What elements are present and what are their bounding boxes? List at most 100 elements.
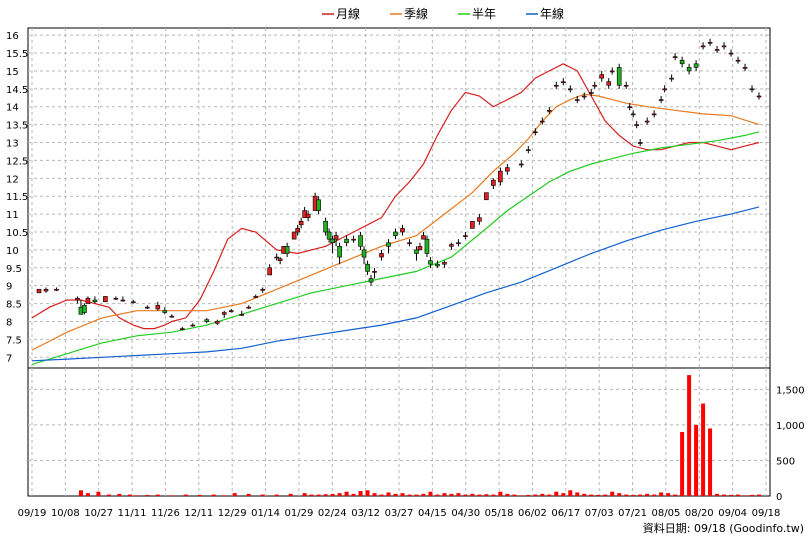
candle-body bbox=[449, 244, 454, 247]
price-y-tick: 13 bbox=[6, 139, 19, 150]
volume-bar bbox=[708, 428, 713, 496]
x-tick: 04/15 bbox=[418, 508, 447, 519]
candle-body bbox=[662, 88, 667, 91]
x-tick: 09/04 bbox=[718, 508, 747, 519]
x-tick: 12/29 bbox=[218, 508, 247, 519]
candle-body bbox=[714, 49, 720, 51]
price-y-tick: 7.5 bbox=[6, 335, 22, 346]
legend-label-0: 月線 bbox=[336, 6, 360, 21]
candle-body bbox=[477, 217, 482, 222]
candle-body bbox=[239, 314, 245, 316]
volume-bar bbox=[117, 493, 122, 496]
price-y-tick: 14.5 bbox=[6, 85, 28, 96]
x-tick: 10/27 bbox=[84, 508, 113, 519]
candle-body bbox=[574, 99, 580, 101]
candle-body bbox=[337, 246, 342, 258]
candle-body bbox=[179, 328, 185, 330]
candle-body bbox=[672, 56, 678, 58]
candle-body bbox=[291, 231, 297, 240]
candle-body bbox=[92, 299, 98, 303]
price-y-tick: 7 bbox=[6, 353, 12, 364]
candle-body bbox=[693, 63, 699, 68]
volume-y-tick: 1,000 bbox=[776, 421, 805, 432]
source-note: 資料日期: 09/18 (Goodinfo.tw) bbox=[643, 521, 804, 535]
volume-bar bbox=[743, 495, 748, 496]
candle-body bbox=[246, 306, 252, 309]
price-y-axis: 16 15.5 15 14.5 14 13.5 13 12.5 12 11.5 11 10.5 10 9.… bbox=[6, 31, 28, 364]
volume-bar bbox=[372, 493, 377, 496]
volume-bar bbox=[582, 493, 587, 496]
candle-body bbox=[365, 263, 370, 272]
volume-bar bbox=[386, 492, 391, 496]
candle-body bbox=[330, 238, 335, 244]
candle-body bbox=[606, 81, 612, 86]
candle-body bbox=[707, 42, 713, 44]
candle-body bbox=[316, 199, 321, 211]
candle-body bbox=[484, 192, 489, 201]
price-y-tick: 12 bbox=[6, 174, 19, 185]
volume-bar bbox=[414, 494, 419, 496]
price-y-tick: 12.5 bbox=[6, 156, 28, 167]
volume-bar bbox=[337, 493, 342, 496]
candle-body bbox=[284, 246, 290, 254]
x-tick: 11/11 bbox=[118, 508, 147, 519]
candle-body bbox=[540, 120, 545, 123]
candle-body bbox=[379, 253, 384, 258]
volume-bar bbox=[400, 493, 405, 496]
x-tick: 07/21 bbox=[618, 508, 647, 519]
volume-bar bbox=[477, 494, 482, 496]
candle-body bbox=[470, 220, 475, 229]
volume-bar bbox=[463, 494, 468, 496]
candle-body bbox=[82, 305, 87, 313]
ma-line-3 bbox=[31, 206, 760, 362]
price-y-tick: 10.5 bbox=[6, 228, 28, 239]
candle-body bbox=[442, 262, 447, 265]
candle-body bbox=[54, 288, 59, 291]
volume-bar bbox=[358, 491, 363, 496]
candle-body bbox=[361, 249, 367, 258]
candle-body bbox=[305, 213, 311, 218]
candle-body bbox=[519, 163, 524, 166]
candle-body bbox=[581, 95, 587, 98]
volume-bar bbox=[498, 491, 503, 496]
volume-bar bbox=[246, 493, 251, 496]
candlesticks bbox=[36, 38, 762, 331]
volume-bar bbox=[183, 494, 188, 496]
x-tick: 06/02 bbox=[518, 508, 547, 519]
ma-line-0 bbox=[31, 63, 760, 330]
volume-bar bbox=[652, 494, 657, 496]
volume-bar bbox=[750, 494, 755, 496]
volume-bar bbox=[722, 494, 727, 496]
volume-bar bbox=[491, 494, 496, 496]
candle-body bbox=[131, 301, 136, 304]
volume-bar bbox=[309, 494, 314, 496]
candle-body bbox=[721, 45, 727, 48]
x-tick: 01/14 bbox=[251, 508, 280, 519]
volume-bar bbox=[533, 494, 538, 496]
candle-body bbox=[277, 258, 283, 261]
volume-bar bbox=[659, 492, 664, 496]
x-tick: 01/29 bbox=[284, 508, 313, 519]
candle-body bbox=[546, 110, 552, 112]
candle-body bbox=[428, 260, 433, 265]
price-y-tick: 8.5 bbox=[6, 300, 22, 311]
volume-bar bbox=[596, 494, 601, 496]
volume-bar bbox=[232, 493, 237, 496]
volume-bar bbox=[428, 491, 433, 496]
price-y-tick: 9 bbox=[6, 282, 12, 293]
volume-y-tick: 1,500 bbox=[776, 385, 805, 396]
candle-body bbox=[533, 131, 538, 134]
legend-label-3: 年線 bbox=[540, 6, 564, 21]
candle-body bbox=[728, 52, 734, 55]
volume-bar bbox=[288, 493, 293, 496]
volume-bar bbox=[106, 494, 111, 496]
legend-label-2: 半年 bbox=[472, 7, 496, 21]
volume-bar bbox=[323, 494, 328, 496]
volume-y-axis: 1,500 1,000 500 0 bbox=[776, 385, 805, 503]
volume-bar bbox=[736, 494, 741, 496]
volume-bar bbox=[554, 491, 559, 496]
candle-body bbox=[295, 228, 300, 233]
moving-average-lines bbox=[31, 63, 760, 365]
volume-bar bbox=[470, 493, 475, 496]
